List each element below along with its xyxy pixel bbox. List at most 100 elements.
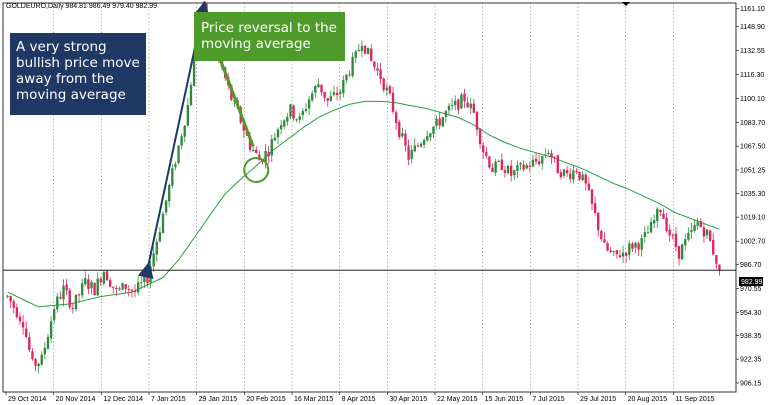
candle [74,294,78,312]
reversal-callout: Price reversal to the moving average [194,12,345,61]
y-tick-label: 1161.10 [740,6,765,13]
candle-body [127,289,130,291]
candle-body [609,250,612,252]
candle-body [102,272,106,284]
candle [133,284,137,298]
candle [6,294,9,299]
candle-body [438,118,441,126]
candle [606,241,609,252]
candle [516,160,519,179]
candle [18,312,22,325]
candle [379,62,382,84]
candle-body [62,285,65,300]
candle [286,113,289,126]
candle [609,246,612,254]
candle-body [152,253,155,267]
candle [31,347,34,361]
candle-body [516,165,519,171]
y-tick-label: 1132.55 [740,48,765,55]
candle-body [108,280,112,287]
candle [590,188,594,211]
candle [301,108,305,121]
candle-body [394,112,398,124]
candle [652,214,656,229]
candle-body [21,322,25,328]
candle [569,168,572,183]
x-tick-label: 29 Oct 2014 [8,396,46,403]
candle [600,229,603,242]
candle-body [385,87,388,91]
candle-body [326,98,329,101]
candle [398,119,401,140]
candle [180,133,183,150]
candle [373,60,376,71]
candle [677,245,681,266]
y-tick-label: 1116.30 [740,72,764,79]
candle [401,127,404,138]
candle-body [270,139,273,156]
candle-body [491,167,494,172]
candle-body [606,243,609,251]
candle [171,163,174,189]
x-tick-label: 22 May 2015 [437,396,478,403]
candle-body [136,282,140,293]
candle [90,280,93,295]
candle-body [164,200,168,213]
candle-body [478,129,482,145]
candle-body [460,94,463,109]
candle [385,83,388,96]
candle-body [46,336,50,349]
candle [416,142,420,148]
candle-body [124,284,127,289]
candle-body [398,121,401,138]
candle [391,86,395,115]
candle [575,168,578,175]
candle [410,144,413,164]
candle [541,155,544,170]
candle-body [718,264,721,271]
candle [118,286,121,292]
candle-body [612,251,615,253]
candle-body [320,84,323,93]
y-tick-label: 1002.70 [740,239,765,246]
candle-body [690,229,693,232]
candle [307,95,311,116]
candle [680,243,684,260]
candle [528,161,531,173]
candle-body [295,119,298,121]
candle [702,223,706,243]
candle-body [183,125,186,137]
candle-body [693,224,696,232]
candle [547,149,550,156]
candle-body [115,287,118,290]
candle-body [550,153,553,158]
candle [457,98,460,115]
candle-body [416,145,420,147]
candle [550,149,553,165]
candle-body [705,229,709,236]
moving-average-line [7,100,720,308]
candle-body [366,47,370,55]
y-tick-label: 906.15 [740,380,762,387]
candle-body [441,117,444,127]
candle [693,219,696,233]
y-tick-label: 1051.25 [740,167,765,174]
candle [326,97,329,107]
candle [519,161,522,171]
candle-body [360,46,364,51]
candle [177,144,180,165]
chart-shift-marker-icon [622,2,630,6]
x-tick-label: 20 Nov 2014 [56,396,96,403]
candle [388,84,392,95]
candle-body [49,321,53,339]
candle [625,252,628,263]
candle [562,168,566,179]
candle-body [450,104,454,106]
candle [478,127,482,149]
y-tick-label: 954.30 [740,310,762,317]
candle [342,75,345,98]
candle-body [488,156,491,168]
candle [537,155,541,167]
y-tick-label: 938.35 [740,333,762,340]
